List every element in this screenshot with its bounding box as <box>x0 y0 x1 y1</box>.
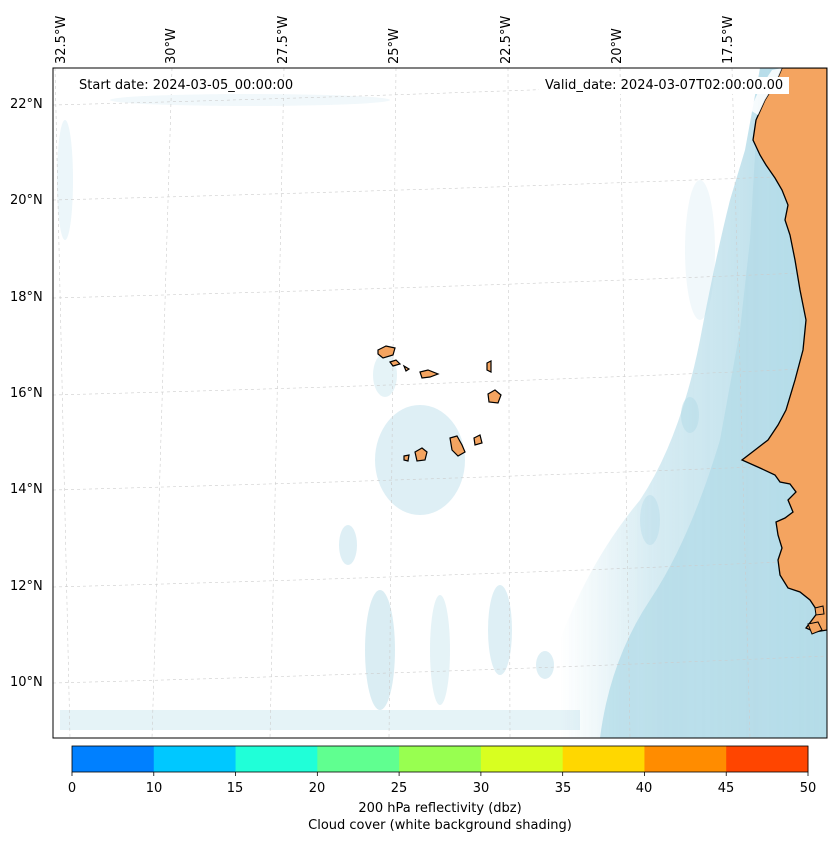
colorbar-tick-label: 50 <box>799 781 817 796</box>
colorbar-tick-label: 30 <box>472 781 490 796</box>
colorbar-segment <box>153 746 237 772</box>
africa-landmass <box>740 68 827 633</box>
colorbar-segment <box>480 746 564 772</box>
colorbar-segment <box>726 746 809 772</box>
colorbar-tick-label: 10 <box>145 781 163 796</box>
colorbar-segment <box>562 746 645 772</box>
lon-tick-label: 20°W <box>610 28 625 64</box>
colorbar-segment <box>72 746 155 772</box>
lon-tick-label: 17.5°W <box>721 15 736 64</box>
lat-tick-label: 10°N <box>10 675 43 690</box>
colorbar <box>71 745 809 776</box>
lat-tick-label: 18°N <box>10 290 43 305</box>
lat-tick-label: 20°N <box>10 193 43 208</box>
coastal-island <box>807 621 823 635</box>
colorbar-tick-label: 15 <box>226 781 244 796</box>
cape-verde-islands <box>377 345 502 462</box>
colorbar-label: 200 hPa reflectivity (dbz) <box>358 801 522 816</box>
colorbar-segment <box>399 746 482 772</box>
colorbar-tick-label: 20 <box>308 781 326 796</box>
lon-tick-label: 25°W <box>387 28 402 64</box>
colorbar-tick-label: 25 <box>390 781 408 796</box>
lat-tick-label: 22°N <box>10 97 43 112</box>
lon-tick-label: 27.5°W <box>276 15 291 64</box>
lat-tick-label: 16°N <box>10 386 43 401</box>
coastal-island <box>814 605 825 616</box>
colorbar-tick-label: 35 <box>554 781 572 796</box>
start-date-label: Start date: 2024-03-05_00:00:00 <box>73 77 300 94</box>
colorbar-tick-label: 45 <box>717 781 735 796</box>
colorbar-sublabel: Cloud cover (white background shading) <box>308 818 572 833</box>
colorbar-segment <box>644 746 727 772</box>
colorbar-segment <box>317 746 400 772</box>
cloud-cover <box>57 68 827 738</box>
lon-tick-label: 30°W <box>164 28 179 64</box>
colorbar-segment <box>235 746 318 772</box>
valid-date-label: Valid_date: 2024-03-07T02:00:00.00 <box>539 77 790 94</box>
map-frame <box>52 67 828 739</box>
lon-tick-label: 22.5°W <box>499 15 514 64</box>
lat-tick-label: 14°N <box>10 482 43 497</box>
graticule <box>53 68 827 738</box>
colorbar-tick-label: 0 <box>67 781 77 796</box>
colorbar-tick-label: 40 <box>635 781 653 796</box>
lat-tick-label: 12°N <box>10 579 43 594</box>
lon-tick-label: 32.5°W <box>54 15 69 64</box>
